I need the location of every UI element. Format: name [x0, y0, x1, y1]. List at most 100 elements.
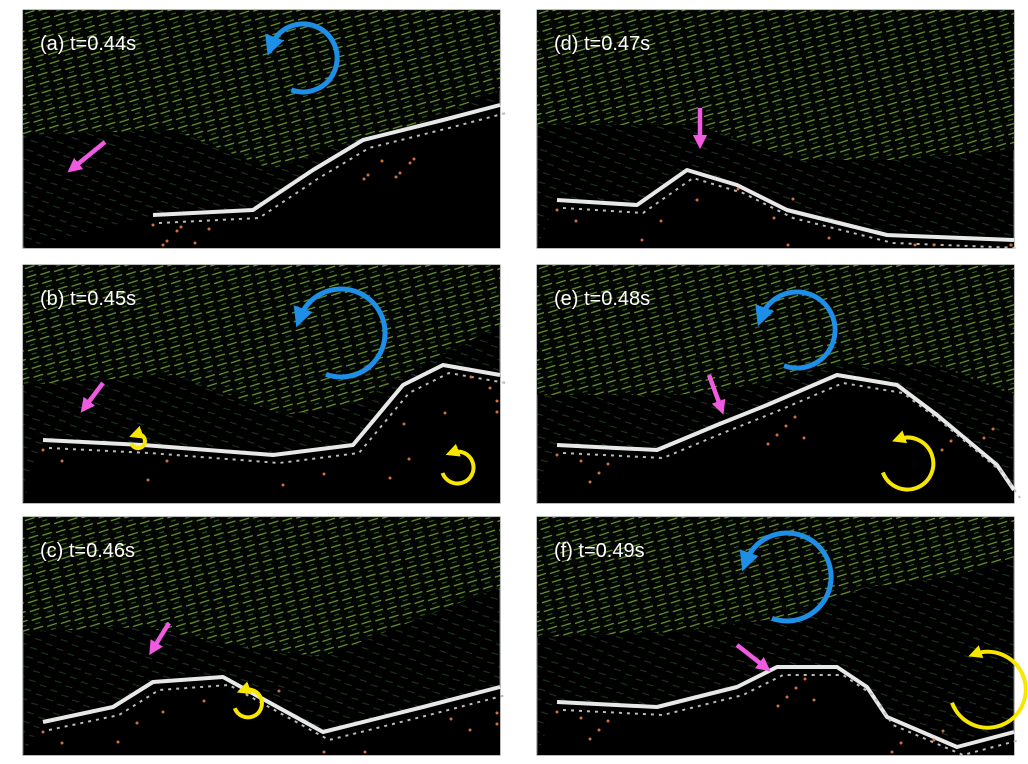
droplet	[281, 483, 285, 487]
panel: (e) t=0.48s	[536, 264, 1021, 504]
droplet	[449, 717, 453, 721]
droplet	[165, 239, 169, 243]
droplet	[161, 243, 165, 247]
droplet	[380, 159, 384, 163]
droplet	[488, 386, 492, 390]
panel-label: (c) t=0.46s	[40, 540, 135, 562]
panel: (d) t=0.47s	[536, 9, 1021, 249]
droplet	[659, 219, 663, 223]
velocity-field	[537, 517, 1014, 637]
panel-label: (f) t=0.49s	[554, 540, 645, 562]
droplet	[398, 171, 402, 175]
droplet	[443, 411, 447, 415]
droplet	[412, 157, 416, 161]
droplet	[407, 457, 411, 461]
droplet	[202, 699, 206, 703]
droplet	[322, 472, 326, 476]
droplet	[949, 439, 953, 443]
droplet	[802, 436, 806, 440]
foam-surface	[556, 665, 1015, 749]
panel-label: (b) t=0.45s	[40, 288, 136, 310]
water-body	[23, 105, 500, 248]
panel: (b) t=0.45s	[22, 264, 507, 504]
droplet	[277, 689, 281, 693]
droplet	[555, 453, 559, 457]
breaking-arrow	[67, 140, 107, 173]
droplet	[469, 375, 473, 379]
foam-spray	[562, 674, 1021, 757]
velocity-field	[537, 10, 1014, 160]
droplet	[940, 448, 944, 452]
droplet	[579, 716, 583, 720]
droplet	[588, 480, 592, 484]
breaking-arrow	[80, 381, 105, 413]
breaking-arrow	[735, 643, 771, 672]
droplet	[574, 219, 578, 223]
droplet	[146, 478, 150, 482]
droplet	[766, 442, 770, 446]
foam-spray	[562, 176, 1021, 249]
droplet	[60, 741, 64, 745]
droplet	[794, 686, 798, 690]
droplet	[772, 216, 776, 220]
panel: (c) t=0.46s	[22, 516, 507, 756]
droplet	[468, 728, 472, 732]
breaking-arrow	[706, 374, 726, 415]
droplet	[193, 241, 197, 245]
droplet	[606, 462, 610, 466]
panel: (f) t=0.49s	[536, 516, 1028, 757]
droplet	[151, 223, 155, 227]
droplet	[495, 722, 499, 726]
droplet	[776, 704, 780, 708]
droplet	[982, 436, 986, 440]
droplet	[640, 238, 644, 242]
droplet	[175, 229, 179, 233]
water-body	[537, 170, 1014, 248]
vortex-arrow	[881, 430, 936, 492]
droplet	[932, 243, 936, 247]
droplet	[827, 236, 831, 240]
droplet	[322, 750, 326, 754]
panel-label: (d) t=0.47s	[554, 33, 650, 55]
droplet	[786, 243, 790, 247]
vortex-arrow	[293, 286, 388, 380]
droplet	[890, 750, 894, 754]
foam-surface	[556, 168, 1015, 242]
vortex-arrow	[739, 530, 834, 624]
droplet	[597, 728, 601, 732]
droplet	[165, 459, 169, 463]
droplet	[785, 695, 789, 699]
vortex-arrow	[129, 425, 147, 451]
droplet	[408, 161, 412, 165]
droplet	[899, 741, 903, 745]
droplet	[597, 471, 601, 475]
velocity-field	[23, 517, 500, 657]
droplet	[695, 198, 699, 202]
vortex-arrow	[440, 443, 476, 486]
velocity-field	[23, 10, 500, 170]
foam-spray	[48, 371, 507, 465]
droplet	[932, 738, 936, 742]
panel-label: (a) t=0.44s	[40, 33, 136, 55]
droplet	[179, 225, 183, 229]
vortex-arrow	[950, 645, 1028, 730]
droplet	[736, 187, 740, 191]
droplet	[495, 711, 499, 715]
droplet	[1009, 243, 1013, 247]
droplet	[135, 721, 139, 725]
droplet	[803, 677, 807, 681]
droplet	[555, 710, 559, 714]
water-body	[537, 667, 1014, 755]
droplet	[784, 424, 788, 428]
droplet	[116, 740, 120, 744]
droplet	[41, 730, 45, 734]
droplet	[161, 710, 165, 714]
panel-label: (e) t=0.48s	[554, 288, 650, 310]
droplet	[991, 427, 995, 431]
droplet	[388, 476, 392, 480]
water-body	[537, 375, 1014, 503]
droplet	[402, 422, 406, 426]
droplet	[60, 459, 64, 463]
foam-surface	[42, 675, 501, 734]
